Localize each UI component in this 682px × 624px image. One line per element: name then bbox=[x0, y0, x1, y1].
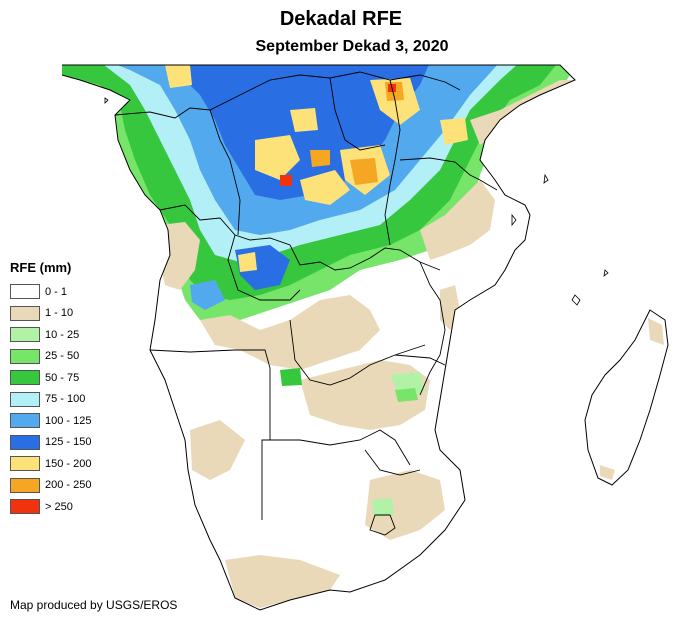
legend: RFE (mm) 0 - 1 1 - 10 10 - 25 25 - 50 50 - 7… bbox=[10, 260, 91, 518]
legend-item: 10 - 25 bbox=[10, 324, 91, 346]
legend-swatch bbox=[10, 499, 40, 515]
land-background bbox=[62, 65, 575, 610]
legend-item: 50 - 75 bbox=[10, 367, 91, 389]
rain-zone-50-75-small bbox=[280, 368, 302, 386]
legend-label: 50 - 75 bbox=[45, 371, 80, 384]
coastline bbox=[61, 64, 576, 611]
map-subtitle: September Dekad 3, 2020 bbox=[255, 38, 449, 55]
legend-label: 100 - 125 bbox=[45, 414, 92, 427]
legend-item: 100 - 125 bbox=[10, 410, 91, 432]
legend-label: 125 - 150 bbox=[45, 436, 92, 449]
credit-text: Map produced by USGS/EROS bbox=[10, 598, 178, 612]
legend-label: 75 - 100 bbox=[45, 393, 86, 406]
legend-label: > 250 bbox=[45, 500, 73, 513]
heavy-rain-patches bbox=[165, 65, 468, 272]
legend-swatch bbox=[10, 370, 40, 386]
rain-zone-1-10-south bbox=[190, 420, 245, 480]
legend-item: 75 - 100 bbox=[10, 389, 91, 411]
country-borders bbox=[114, 71, 498, 536]
legend-label: 25 - 50 bbox=[45, 350, 80, 363]
legend-swatch bbox=[10, 477, 40, 493]
rain-zone-1-10-cape bbox=[225, 555, 340, 608]
legend-items: 0 - 1 1 - 10 10 - 25 25 - 50 50 - 75 75 - 100… bbox=[10, 281, 91, 518]
legend-swatch bbox=[10, 327, 40, 343]
rain-zone-1-10-central bbox=[200, 295, 380, 370]
legend-swatch bbox=[10, 434, 40, 450]
legend-label: 1 - 10 bbox=[45, 307, 74, 320]
legend-swatch bbox=[10, 391, 40, 407]
legend-label: 0 - 1 bbox=[45, 285, 68, 298]
islands bbox=[104, 97, 609, 306]
legend-swatch bbox=[10, 348, 40, 364]
legend-label: 200 - 250 bbox=[45, 479, 92, 492]
legend-item: 0 - 1 bbox=[10, 281, 91, 303]
rain-zone-25-50-natal bbox=[395, 388, 418, 402]
legend-swatch bbox=[10, 305, 40, 321]
rain-zone-10-25-south bbox=[372, 498, 394, 517]
rain-zone-1-10-natal bbox=[365, 470, 445, 540]
rainfall-map bbox=[61, 64, 669, 611]
legend-label: 150 - 200 bbox=[45, 457, 92, 470]
madagascar-rain-zone bbox=[600, 318, 664, 480]
legend-item: 200 - 250 bbox=[10, 475, 91, 497]
legend-label: 10 - 25 bbox=[45, 328, 80, 341]
legend-swatch bbox=[10, 413, 40, 429]
legend-item: 150 - 200 bbox=[10, 453, 91, 475]
legend-item: 1 - 10 bbox=[10, 303, 91, 325]
legend-swatch bbox=[10, 456, 40, 472]
rain-zone-1-10-eastcoast bbox=[420, 180, 495, 260]
legend-title: RFE (mm) bbox=[10, 260, 72, 275]
madagascar bbox=[584, 309, 669, 486]
legend-item: 25 - 50 bbox=[10, 346, 91, 368]
rain-zone-100-125-southwest bbox=[190, 280, 225, 310]
map-title: Dekadal RFE bbox=[279, 8, 403, 30]
legend-item: > 250 bbox=[10, 496, 91, 518]
legend-swatch bbox=[10, 284, 40, 300]
legend-item: 125 - 150 bbox=[10, 432, 91, 454]
